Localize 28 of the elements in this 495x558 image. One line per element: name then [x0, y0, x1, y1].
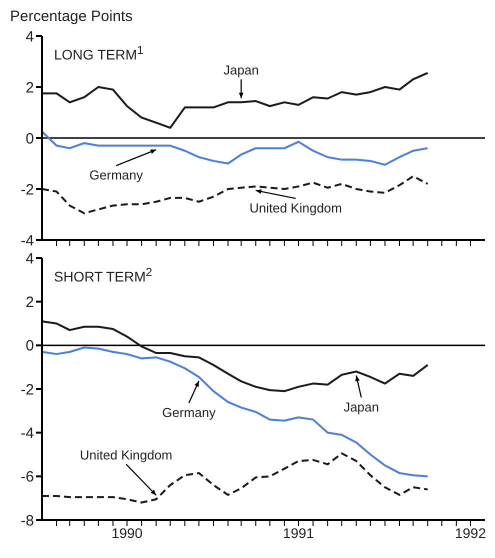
y-tick-label: -8	[20, 512, 34, 530]
series-label: United Kingdom	[250, 200, 342, 216]
y-tick-label: -2	[20, 381, 34, 398]
x-tick-label: 1991	[282, 524, 314, 541]
series-label: United Kingdom	[80, 447, 172, 462]
y-tick-label: -4	[20, 424, 34, 442]
x-tick-label: 1992	[454, 524, 486, 541]
y-tick-label: -2	[20, 181, 34, 198]
text: LONG TERM$^{1}$	[54, 44, 144, 63]
y-axis-title: Percentage Points	[9, 8, 134, 27]
y-tick-label: 0	[26, 338, 34, 355]
y-tick-label: -4	[20, 232, 34, 250]
series-label: Japan	[344, 400, 379, 415]
series-label: Germany	[89, 168, 144, 183]
y-tick-label: -6	[20, 468, 34, 486]
y-tick-label: 4	[26, 250, 34, 268]
line-series	[42, 130, 429, 166]
y-tick-label: 4	[26, 28, 34, 46]
line-series	[42, 452, 429, 504]
text: SHORT TERM$^{2}$	[54, 266, 152, 285]
series-label: Germany	[162, 404, 216, 420]
series-label: Japan	[223, 62, 259, 78]
y-tick-label: 2	[26, 79, 34, 96]
x-tick-label: 1990	[111, 524, 143, 541]
y-tick-label: 0	[26, 130, 34, 148]
y-tick-label: 2	[26, 294, 34, 311]
line-series	[42, 320, 429, 392]
line-series	[42, 346, 429, 478]
